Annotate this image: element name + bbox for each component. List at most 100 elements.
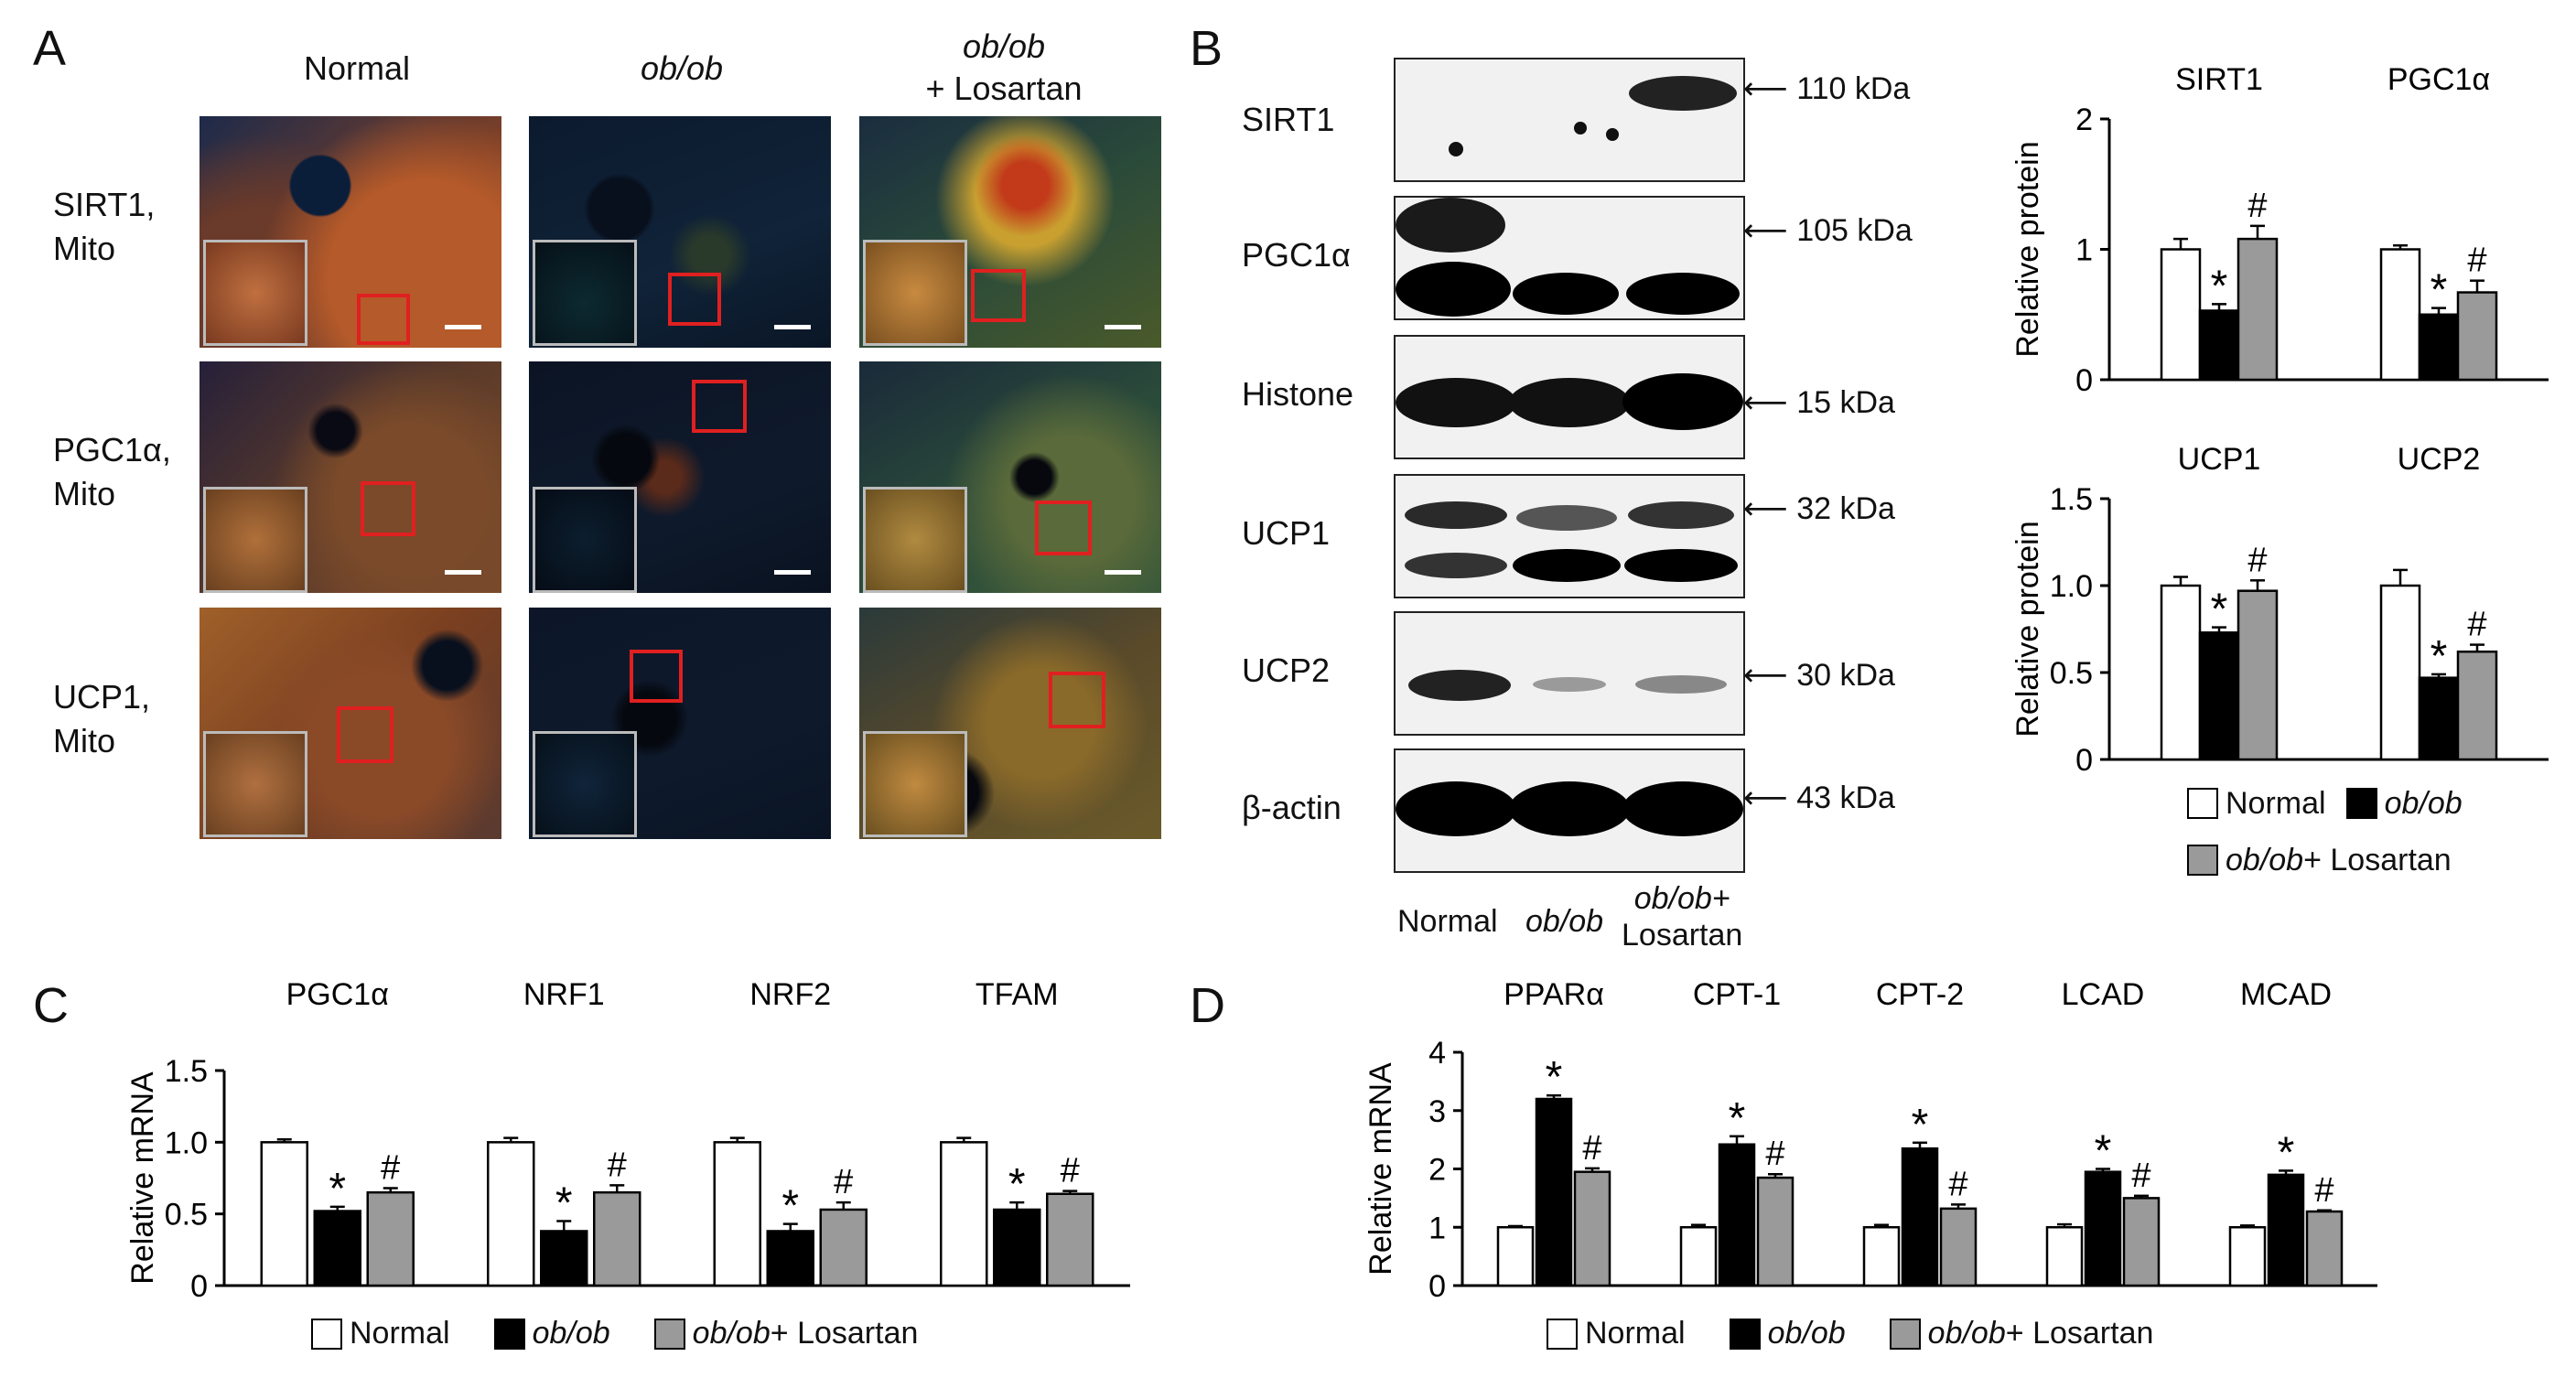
micrograph-sirt1-obob — [529, 116, 831, 348]
d-bar-0-s2 — [1573, 1170, 1611, 1287]
band-ucp1-losartan-lower — [1624, 549, 1738, 582]
c-sig-hash-0: # — [381, 1148, 400, 1187]
legend-c: Normal ob/ob ob/ob+ Losartan — [311, 1316, 918, 1351]
b-top-bar-1-s0 — [2379, 248, 2421, 382]
legend-c-swatch-losartan — [653, 1318, 685, 1350]
dot-sirt1-1 — [1449, 142, 1463, 156]
c-sig-star-2: * — [781, 1182, 799, 1231]
kda-marker-sirt1: ⟵ 110 kDa — [1743, 70, 1910, 107]
row-head-sirt1: SIRT1, Mito — [53, 183, 155, 271]
scalebar-sirt1-obob — [774, 325, 811, 329]
blot-label-sirt1: SIRT1 — [1242, 101, 1335, 138]
inset-sirt1-losartan — [863, 240, 967, 346]
col-head-obob-losartan-line2: + Losartan — [925, 70, 1083, 107]
c-ytick-label-2: 1.0 — [165, 1125, 208, 1160]
row-head-pgc1a: PGC1α, Mito — [53, 428, 171, 516]
legend-b-losartan-italic: ob/ob — [2226, 842, 2304, 877]
col-head-normal: Normal — [303, 49, 410, 87]
c-sig-star-3: * — [1008, 1160, 1026, 1209]
d-ytick-label-4: 4 — [1428, 1036, 1446, 1071]
c-ytick-label-3: 1.5 — [165, 1054, 208, 1089]
kda-ucp2-label: 30 kDa — [1796, 658, 1895, 693]
b-top-bar-1-s2 — [2456, 291, 2498, 382]
legend-d-losartan-suffix: + Losartan — [2005, 1316, 2154, 1351]
legend-b: Normal ob/ob ob/ob+ Losartan — [2187, 782, 2571, 881]
legend-d-obob: ob/ob — [1767, 1316, 1846, 1351]
legend-b-obob: ob/ob — [2384, 785, 2463, 821]
d-bar-1-s0 — [1679, 1226, 1718, 1287]
legend-b-row1: Normal ob/ob — [2187, 782, 2571, 824]
band-ucp1-normal-lower — [1405, 553, 1507, 578]
b-top-bar-0-s1 — [2198, 309, 2240, 382]
kda-sirt1-label: 110 kDa — [1796, 71, 1911, 106]
arrow-left-icon: ⟵ — [1743, 213, 1788, 248]
b-top-sig-hash-1: # — [2467, 242, 2486, 280]
c-sig-hash-1: # — [608, 1146, 627, 1184]
band-histone-normal — [1396, 378, 1516, 427]
panel-d-letter: D — [1190, 978, 1225, 1033]
blot-label-ucp1: UCP1 — [1242, 514, 1331, 552]
roi-sirt1-obob — [668, 273, 721, 326]
lane-label-losartan-line2: Losartan — [1622, 918, 1743, 953]
c-ytick-label-0: 0 — [190, 1269, 208, 1304]
legend-b-swatch-obob — [2345, 788, 2377, 819]
b-top-ytick-label-0: 0 — [2075, 363, 2093, 393]
roi-sirt1-losartan — [971, 269, 1026, 322]
dot-sirt1-2 — [1574, 122, 1587, 135]
b-bottom-bar-1-s1 — [2418, 676, 2460, 761]
legend-c-losartan-italic: ob/ob — [692, 1316, 771, 1351]
c-bar-0-s2 — [366, 1190, 415, 1287]
band-ucp2-normal — [1408, 670, 1511, 701]
b-bottom-ytick-label-0: 0 — [2075, 743, 2093, 773]
d-bar-4-s2 — [2305, 1210, 2344, 1287]
legend-d-swatch-obob — [1729, 1318, 1761, 1350]
panel-b-letter: B — [1190, 21, 1223, 76]
d-bar-4-s1 — [2267, 1173, 2305, 1287]
micrograph-pgc1a-normal — [199, 361, 501, 593]
band-ucp1-normal-upper — [1405, 501, 1507, 529]
legend-b-losartan: ob/ob+ Losartan — [2226, 843, 2452, 878]
legend-b-swatch-normal — [2187, 788, 2218, 819]
b-top-sig-star-1: * — [2430, 266, 2448, 315]
row-head-pgc1a-line2: Mito — [53, 475, 116, 512]
d-bar-1-s1 — [1718, 1143, 1756, 1287]
c-sig-star-1: * — [555, 1179, 573, 1228]
d-sig-hash-4: # — [2314, 1171, 2333, 1210]
c-bar-1-s0 — [487, 1141, 535, 1287]
band-actin-obob — [1509, 781, 1630, 836]
c-bar-2-s1 — [766, 1230, 814, 1287]
d-sig-star-3: * — [2095, 1127, 2112, 1176]
c-sig-star-0: * — [329, 1165, 346, 1213]
band-ucp1-losartan-upper — [1628, 501, 1734, 529]
inset-pgc1a-losartan — [863, 487, 967, 593]
lane-label-obob: ob/ob — [1525, 904, 1604, 939]
kda-pgc1a-label: 105 kDa — [1796, 213, 1913, 248]
d-sig-hash-1: # — [1765, 1135, 1784, 1173]
b-bottom-ytick-label-3: 1.5 — [2050, 482, 2093, 517]
c-category-1: NRF1 — [523, 977, 605, 1012]
d-bar-3-s1 — [2084, 1170, 2122, 1287]
blot-label-beta-actin: β-actin — [1242, 789, 1342, 826]
legend-b-row2: ob/ob+ Losartan — [2187, 839, 2571, 881]
arrow-left-icon: ⟵ — [1743, 491, 1788, 526]
chart-b-top: 0 1 2 Relative protein SIRT1 * # PGC1α * # — [2010, 62, 2549, 393]
c-sig-hash-3: # — [1061, 1152, 1080, 1190]
d-ytick-label-0: 0 — [1428, 1269, 1446, 1304]
lane-label-normal: Normal — [1397, 904, 1498, 939]
roi-ucp1-normal — [337, 706, 393, 763]
blot-ucp1 — [1394, 474, 1745, 598]
b-top-category-0: SIRT1 — [2175, 62, 2263, 97]
band-pgc1a-obob — [1513, 273, 1619, 315]
band-actin-losartan — [1622, 781, 1743, 836]
blot-ucp2 — [1394, 611, 1745, 736]
d-ytick-label-3: 3 — [1428, 1094, 1446, 1129]
micrograph-ucp1-normal — [199, 608, 501, 839]
d-sig-star-0: * — [1546, 1053, 1563, 1102]
c-bar-2-s2 — [819, 1208, 868, 1287]
c-bar-2-s0 — [713, 1141, 761, 1287]
band-ucp2-losartan — [1635, 675, 1727, 694]
row-head-sirt1-line1: SIRT1, — [53, 186, 156, 223]
d-ylabel: Relative mRNA — [1363, 1062, 1398, 1276]
